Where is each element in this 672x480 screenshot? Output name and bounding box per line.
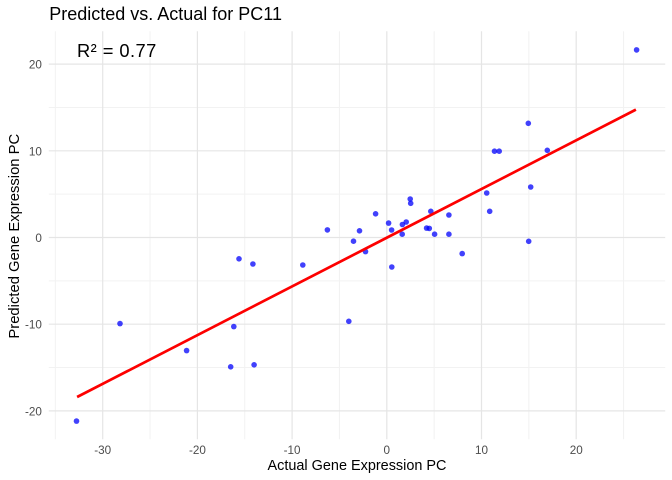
svg-text:0: 0 [384,444,391,457]
svg-text:Predicted Gene Expression PC: Predicted Gene Expression PC [7,133,23,338]
svg-text:0: 0 [35,232,42,245]
svg-text:20: 20 [570,444,584,457]
svg-text:-30: -30 [94,444,111,457]
svg-text:Predicted vs. Actual for PC11: Predicted vs. Actual for PC11 [49,4,282,24]
svg-text:-20: -20 [25,405,42,418]
svg-text:R² = 0.77: R² = 0.77 [77,40,157,61]
svg-text:-20: -20 [189,444,206,457]
svg-text:-10: -10 [25,319,42,332]
svg-text:10: 10 [475,444,489,457]
svg-text:-10: -10 [284,444,301,457]
svg-text:Actual Gene Expression PC: Actual Gene Expression PC [268,458,447,474]
svg-text:20: 20 [29,59,43,72]
svg-text:10: 10 [29,145,43,158]
